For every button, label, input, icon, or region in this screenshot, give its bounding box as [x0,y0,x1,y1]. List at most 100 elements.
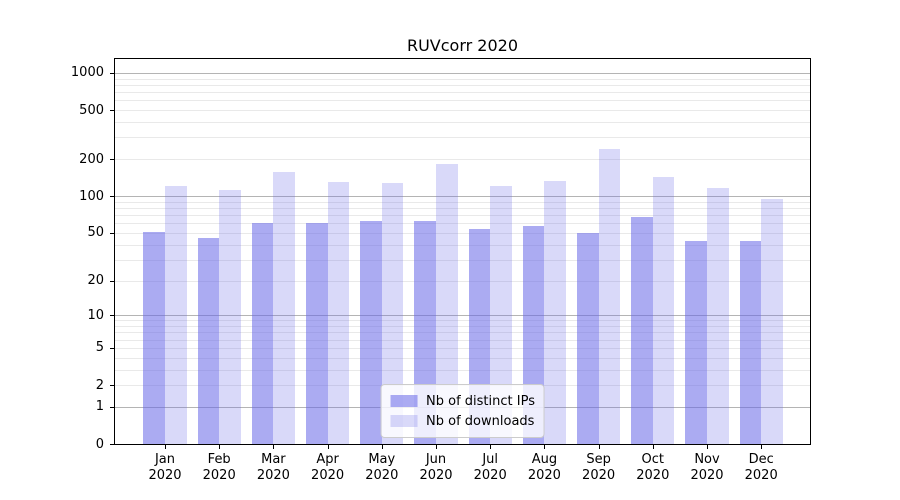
minor-gridline [115,110,810,112]
minor-gridline [115,223,810,225]
minor-gridline [115,137,810,139]
x-tick-year: 2020 [582,468,616,483]
legend-entry-distinct-ips: Nb of distinct IPs [390,391,535,411]
x-tick-year: 2020 [419,468,453,483]
y-tick-label: 1 [95,399,104,415]
minor-gridline [115,326,810,327]
y-tick-label: 10 [87,307,104,323]
x-tick-year: 2020 [311,468,345,483]
x-tick-month: May [368,452,396,467]
y-tick-label: 200 [79,151,104,167]
x-tick-year: 2020 [256,468,290,483]
x-tick-year: 2020 [636,468,670,483]
y-tick-mark [110,72,114,74]
bar-nb-of-distinct-ips-sep [576,232,599,444]
x-tick-label: Feb 2020 [191,452,247,484]
bar-nb-of-downloads-nov [707,188,729,444]
bar-nb-of-distinct-ips-may [360,221,382,444]
y-tick-label: 100 [79,188,104,204]
x-tick-label: Oct 2020 [625,452,681,484]
bar-nb-of-downloads-jan [165,185,187,444]
x-tick-label: Apr 2020 [300,452,356,484]
x-tick-label: Dec 2020 [733,452,789,484]
bar-nb-of-downloads-jun [436,163,458,444]
minor-gridline [115,100,810,102]
minor-gridline [115,232,810,234]
y-tick-mark [110,385,114,386]
x-tick-month: Oct [641,452,665,467]
x-tick-month: Mar [261,452,286,467]
minor-gridline [115,357,810,359]
minor-gridline [115,215,810,216]
x-tick-mark [219,445,221,449]
major-gridline [115,196,810,198]
x-tick-mark [436,445,437,449]
bar-nb-of-distinct-ips-oct [631,216,653,444]
y-tick-mark [110,444,114,445]
x-tick-month: Nov [694,452,720,467]
bar-nb-of-distinct-ips-mar [251,223,274,444]
x-tick-mark [327,445,329,449]
bar-nb-of-downloads-may [381,183,404,444]
x-tick-label: Mar 2020 [245,452,301,484]
x-tick-mark [273,445,275,449]
x-tick-mark [544,445,546,449]
y-tick-mark [110,280,114,282]
x-tick-mark [707,445,708,449]
y-tick-label: 20 [87,273,104,288]
bar-nb-of-downloads-mar [273,171,296,444]
x-tick-month: Jun [425,452,447,467]
x-tick-month: Aug [531,452,558,467]
x-tick-year: 2020 [473,468,507,483]
plot-area: Nb of distinct IPs Nb of downloads [114,58,811,445]
x-tick-month: Dec [748,452,774,467]
legend-label-distinct-ips: Nb of distinct IPs [426,393,535,409]
x-tick-label: Nov 2020 [679,452,735,484]
x-tick-mark [381,445,383,449]
minor-gridline [115,84,810,86]
minor-gridline [115,92,810,93]
x-tick-label: Sep 2020 [571,452,627,484]
legend: Nb of distinct IPs Nb of downloads [380,384,545,438]
minor-gridline [115,122,810,123]
minor-gridline [115,78,810,80]
y-tick-mark [110,315,114,317]
x-tick-mark [165,445,166,449]
legend-swatch-downloads [390,415,418,427]
bar-nb-of-distinct-ips-apr [305,223,328,444]
x-tick-month: Jul [482,452,499,467]
bar-nb-of-downloads-oct [652,177,675,444]
y-tick-mark [110,196,114,198]
x-tick-mark [652,445,654,449]
bar-nb-of-distinct-ips-dec [739,240,762,444]
x-tick-month: Sep [586,452,611,467]
major-gridline [115,72,810,74]
minor-gridline [115,201,810,203]
y-tick-mark [110,110,114,112]
y-tick-label: 2 [95,377,104,393]
x-tick-label: May 2020 [354,452,410,484]
major-gridline [115,315,810,317]
y-tick-label: 500 [79,102,104,118]
y-tick-mark [110,347,114,349]
x-tick-year: 2020 [527,468,561,483]
x-tick-label: Jun 2020 [408,452,464,484]
minor-gridline [115,332,810,334]
bar-nb-of-downloads-feb [219,190,241,444]
minor-gridline [115,244,810,246]
x-tick-month: Feb [207,452,231,467]
x-tick-year: 2020 [365,468,399,483]
y-tick-mark [110,232,114,234]
x-tick-label: Jul 2020 [462,452,518,484]
bar-nb-of-downloads-sep [598,148,621,444]
y-tick-label: 5 [95,340,104,356]
minor-gridline [115,339,810,341]
x-tick-mark [761,445,763,449]
x-tick-month: Apr [316,452,339,467]
minor-gridline [115,347,810,349]
bar-nb-of-distinct-ips-nov [685,240,707,444]
x-tick-year: 2020 [148,468,182,483]
minor-gridline [115,320,810,322]
y-tick-label: 1000 [70,65,104,81]
x-tick-month: Jan [154,452,176,467]
